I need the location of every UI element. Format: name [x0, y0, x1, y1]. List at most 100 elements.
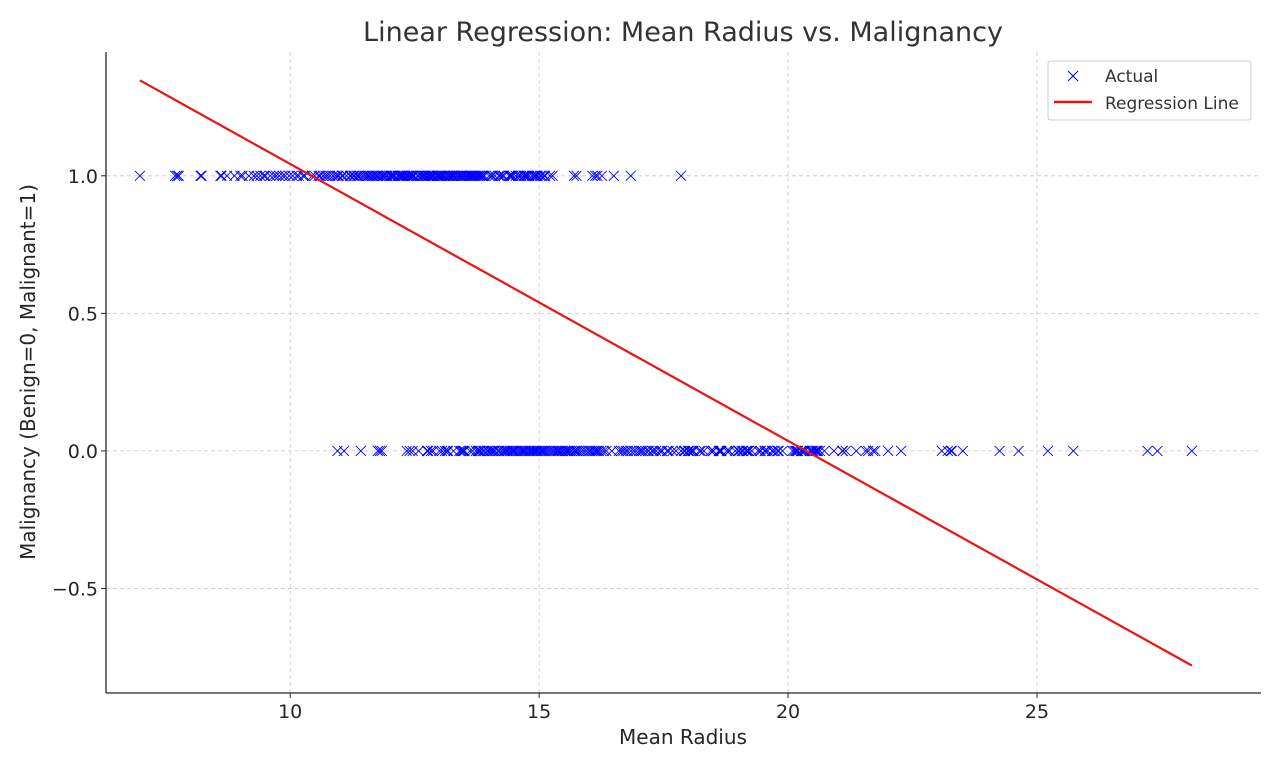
data-point-x-marker	[436, 170, 448, 182]
data-point-x-marker	[650, 445, 662, 457]
data-point-x-marker	[399, 170, 411, 182]
data-point-x-marker	[539, 445, 551, 457]
data-point-x-marker	[384, 170, 396, 182]
data-point-x-marker	[742, 445, 754, 457]
data-point-x-marker	[936, 445, 948, 457]
data-point-x-marker	[705, 445, 717, 457]
data-point-x-marker	[568, 445, 580, 457]
data-point-x-marker	[566, 445, 577, 457]
data-point-x-marker	[643, 445, 654, 457]
data-point-x-marker	[485, 445, 496, 457]
data-point-x-marker	[376, 445, 388, 457]
data-point-x-marker	[196, 170, 207, 182]
data-point-x-marker	[243, 170, 255, 182]
data-point-x-marker	[598, 445, 610, 457]
data-point-x-marker	[332, 170, 343, 182]
data-point-x-marker	[661, 445, 673, 457]
data-point-x-marker	[401, 445, 413, 457]
data-point-x-marker	[570, 445, 581, 457]
data-point-x-marker	[538, 445, 549, 457]
regression-line	[139, 79, 1193, 667]
data-point-x-marker	[376, 170, 388, 182]
data-point-x-marker	[474, 170, 485, 182]
data-point-x-marker	[457, 445, 468, 457]
axes	[101, 52, 1261, 698]
data-point-x-marker	[439, 445, 451, 457]
data-point-x-marker	[333, 170, 344, 182]
data-point-x-marker	[423, 170, 434, 182]
legend-actual-marker	[1067, 70, 1079, 82]
data-point-x-marker	[867, 445, 879, 457]
data-point-x-marker	[568, 170, 580, 182]
data-point-x-marker	[464, 445, 476, 457]
data-point-x-marker	[366, 170, 378, 182]
data-point-x-marker	[519, 170, 531, 182]
data-point-x-marker	[596, 170, 608, 182]
data-point-x-marker	[695, 445, 707, 457]
data-point-x-marker	[259, 170, 271, 182]
data-point-x-marker	[216, 170, 227, 182]
data-point-x-marker	[421, 445, 433, 457]
data-point-x-marker	[456, 170, 467, 182]
data-point-x-marker	[601, 445, 612, 457]
legend: Actual Regression Line	[1047, 60, 1252, 121]
data-point-x-marker	[520, 170, 532, 182]
data-point-x-marker	[324, 170, 336, 182]
data-point-x-marker	[425, 445, 437, 457]
legend-box	[1047, 60, 1252, 121]
chart-title: Linear Regression: Mean Radius vs. Malig…	[363, 17, 1003, 48]
data-point-x-marker	[637, 445, 648, 457]
data-point-x-marker	[523, 170, 535, 182]
data-point-x-marker	[488, 445, 499, 457]
data-point-x-marker	[994, 445, 1005, 457]
regression-line-group	[139, 79, 1193, 667]
data-point-x-marker	[351, 170, 363, 182]
data-point-x-marker	[338, 445, 350, 457]
data-point-x-marker	[663, 445, 674, 457]
data-point-x-marker	[587, 170, 598, 182]
data-point-x-marker	[946, 445, 958, 457]
data-point-x-marker	[393, 170, 405, 182]
data-point-x-marker	[268, 170, 280, 182]
data-point-x-marker	[625, 170, 637, 182]
data-point-x-marker	[455, 445, 467, 457]
data-point-x-marker	[320, 170, 331, 182]
data-point-x-marker	[648, 445, 659, 457]
data-point-x-marker	[434, 445, 445, 457]
data-point-x-marker	[667, 445, 678, 457]
data-point-x-marker	[759, 445, 770, 457]
data-point-x-marker	[283, 170, 295, 182]
data-point-x-marker	[413, 445, 424, 457]
data-point-x-marker	[679, 445, 691, 457]
data-point-x-marker	[433, 170, 444, 182]
data-point-x-marker	[596, 445, 607, 457]
data-point-x-marker	[547, 170, 558, 182]
data-point-x-marker	[814, 445, 826, 457]
data-point-x-marker	[1042, 445, 1054, 457]
data-point-x-marker	[327, 170, 339, 182]
data-point-x-marker	[787, 445, 798, 457]
data-point-x-marker	[349, 170, 360, 182]
data-point-x-marker	[590, 445, 602, 457]
data-point-x-marker	[1142, 445, 1153, 457]
data-point-x-marker	[345, 170, 357, 182]
data-point-x-marker	[134, 170, 146, 182]
data-point-x-marker	[561, 445, 572, 457]
y-tick-label: −0.5	[52, 578, 98, 600]
data-point-x-marker	[372, 445, 384, 457]
data-point-x-marker	[322, 170, 333, 182]
data-point-x-marker	[476, 170, 488, 182]
data-point-x-marker	[777, 445, 788, 457]
data-point-x-marker	[840, 445, 852, 457]
data-point-x-marker	[273, 170, 285, 182]
tick-labels: 10 15 20 25 1.0 0.5 0.0 −0.5	[52, 166, 1049, 723]
data-point-x-marker	[528, 170, 540, 182]
data-point-x-marker	[688, 445, 699, 457]
data-point-x-marker	[484, 170, 495, 182]
data-point-x-marker	[418, 170, 429, 182]
data-point-x-marker	[850, 445, 862, 457]
data-point-x-marker	[404, 445, 416, 457]
data-point-x-marker	[442, 445, 454, 457]
